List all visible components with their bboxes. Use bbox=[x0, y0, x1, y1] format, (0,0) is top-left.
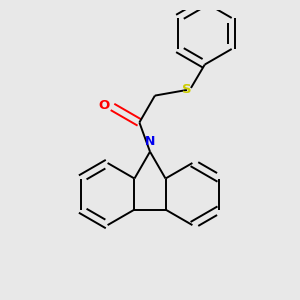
Text: S: S bbox=[182, 83, 192, 96]
Text: O: O bbox=[99, 99, 110, 112]
Text: N: N bbox=[145, 135, 155, 148]
